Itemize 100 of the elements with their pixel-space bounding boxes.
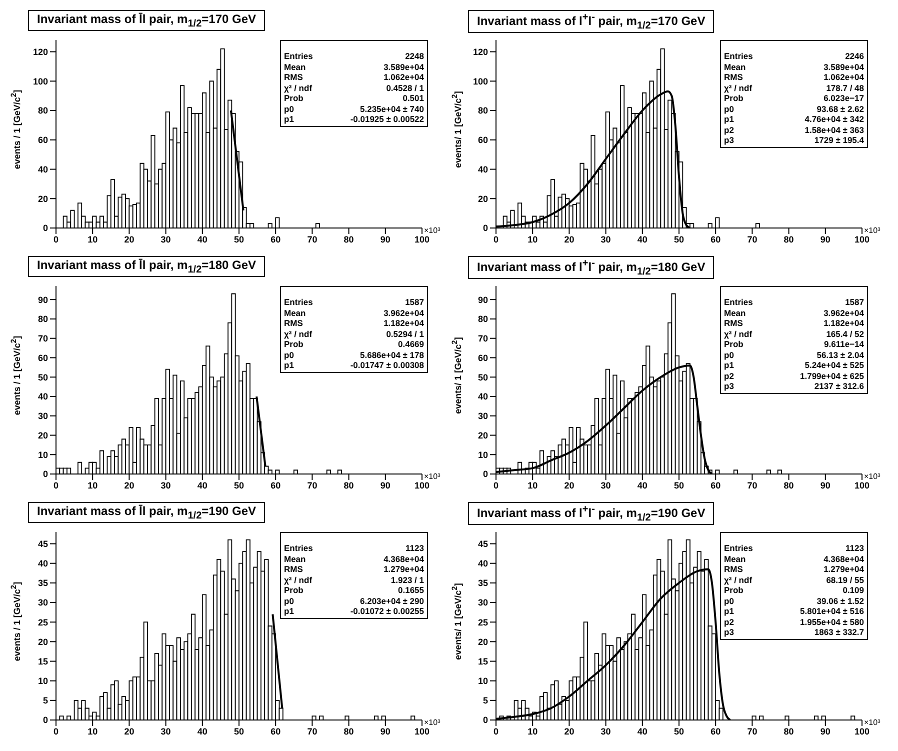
y-tick-label: 30 <box>38 411 48 422</box>
y-tick-label: 20 <box>478 430 488 440</box>
annotation: p1 <box>724 360 734 370</box>
annotation: p0 <box>284 596 294 606</box>
x-tick-label: 60 <box>710 480 721 490</box>
x-tick-label: 100 <box>854 234 870 244</box>
annotation: 1587 <box>845 297 864 308</box>
annotation: 68.19 / 55 <box>826 574 864 585</box>
x-tick-label: 90 <box>820 480 830 490</box>
annotation: 5.686e+04 ± 178 <box>360 350 424 360</box>
x-tick-label: 20 <box>124 234 134 244</box>
x-tick-label: 50 <box>234 726 244 736</box>
y-tick-label: 70 <box>478 334 488 344</box>
x-tick-label: 50 <box>234 480 244 490</box>
annotation: 2137 ± 312.6 <box>814 381 864 392</box>
y-tick-label: 10 <box>38 676 48 686</box>
annotation: 93.68 ± 2.62 <box>816 104 864 114</box>
y-tick-label: 0 <box>42 223 48 234</box>
annotation: Entries <box>284 543 313 554</box>
x-tick-label: 20 <box>564 726 574 736</box>
annotation: p1 <box>284 606 294 616</box>
annotation: RMS <box>724 564 743 574</box>
annotation: Prob <box>724 339 744 350</box>
y-tick-label: 80 <box>38 106 48 116</box>
y-tick-label: 20 <box>38 194 48 204</box>
annotation: -0.01072 ± 0.00255 <box>350 606 424 616</box>
y-tick-label: 100 <box>32 76 48 86</box>
x-tick-label: 30 <box>600 480 611 490</box>
y-tick-label: 60 <box>38 352 48 363</box>
x-tick-label: 100 <box>414 234 430 244</box>
y-tick-label: 60 <box>478 352 488 363</box>
x-tick-label: 90 <box>820 234 830 244</box>
annotation: p2 <box>724 370 734 381</box>
annotation: χ² / ndf <box>724 574 752 585</box>
chart-title: Invariant mass of l̄l pair, m$_{1/2}$=170 GeV <box>28 10 266 32</box>
annotation: 1.955e+04 ± 580 <box>800 616 864 627</box>
y-tick-label: 40 <box>478 164 488 174</box>
annotation: 1123 <box>406 543 424 554</box>
x-axis-title: ×10³ <box>424 718 440 727</box>
annotation: Prob <box>284 339 304 350</box>
x-tick-label: 90 <box>380 234 390 244</box>
x-tick-label: 90 <box>820 726 830 736</box>
annotation: p3 <box>724 627 734 638</box>
x-tick-label: 30 <box>600 234 611 244</box>
x-tick-label: 80 <box>344 480 354 490</box>
y-tick-label: 120 <box>32 46 48 57</box>
annotation: 178.7 / 48 <box>826 82 864 93</box>
annotation: Mean <box>724 554 746 564</box>
x-tick-label: 0 <box>53 480 59 490</box>
x-tick-label: 40 <box>637 480 648 490</box>
x-tick-label: 100 <box>854 480 870 490</box>
x-tick-label: 30 <box>160 480 171 490</box>
y-tick-label: 20 <box>38 430 48 440</box>
x-tick-label: 80 <box>344 234 354 244</box>
y-tick-label: 80 <box>478 314 488 324</box>
annotation: 5.235e+04 ± 740 <box>360 104 424 114</box>
x-tick-label: 30 <box>160 726 171 736</box>
y-tick-label: 15 <box>478 656 488 666</box>
y-tick-label: 20 <box>478 194 488 204</box>
y-tick-label: 25 <box>478 617 488 628</box>
y-tick-label: 80 <box>478 106 488 116</box>
y-tick-label: 0 <box>482 469 488 480</box>
annotation: 0.4528 / 1 <box>386 82 424 93</box>
annotation: 1.182e+04 <box>384 318 424 328</box>
annotation: 0.1655 <box>398 585 424 596</box>
annotation: 3.962e+04 <box>824 308 864 318</box>
y-tick-label: 0 <box>42 469 48 480</box>
x-tick-label: 90 <box>380 726 390 736</box>
annotation: p2 <box>724 616 734 627</box>
y-tick-label: 60 <box>478 135 488 146</box>
x-tick-label: 100 <box>414 726 430 736</box>
annotation: 2246 <box>845 51 864 62</box>
annotation: 1.799e+04 ± 625 <box>800 370 864 381</box>
y-tick-label: 40 <box>478 558 488 569</box>
y-tick-label: 50 <box>38 372 48 382</box>
x-tick-label: 60 <box>270 480 281 490</box>
annotation: 6.023e−17 <box>824 93 864 104</box>
annotation: p0 <box>284 350 294 360</box>
annotation: RMS <box>724 318 743 328</box>
x-tick-label: 10 <box>88 480 98 490</box>
annotation: p1 <box>284 114 294 124</box>
x-tick-label: 80 <box>784 234 794 244</box>
y-tick-label: 45 <box>38 538 48 549</box>
x-tick-label: 40 <box>197 480 208 490</box>
annotation: 56.13 ± 2.04 <box>816 350 864 360</box>
annotation: p1 <box>284 360 294 370</box>
x-tick-label: 40 <box>197 234 208 244</box>
x-tick-label: 20 <box>564 234 574 244</box>
annotation: 1.062e+04 <box>824 72 864 82</box>
y-tick-label: 10 <box>478 676 488 686</box>
annotation: 1729 ± 195.4 <box>814 135 864 146</box>
annotation: 0.501 <box>402 93 424 104</box>
annotation: 2248 <box>405 51 424 62</box>
annotation: -0.01925 ± 0.00522 <box>350 114 424 124</box>
x-tick-label: 70 <box>747 234 758 244</box>
y-tick-label: 40 <box>38 164 48 174</box>
x-tick-label: 0 <box>493 726 499 736</box>
annotation: 1.58e+04 ± 363 <box>804 124 864 135</box>
x-tick-label: 0 <box>493 234 499 244</box>
annotation: Prob <box>724 93 744 104</box>
